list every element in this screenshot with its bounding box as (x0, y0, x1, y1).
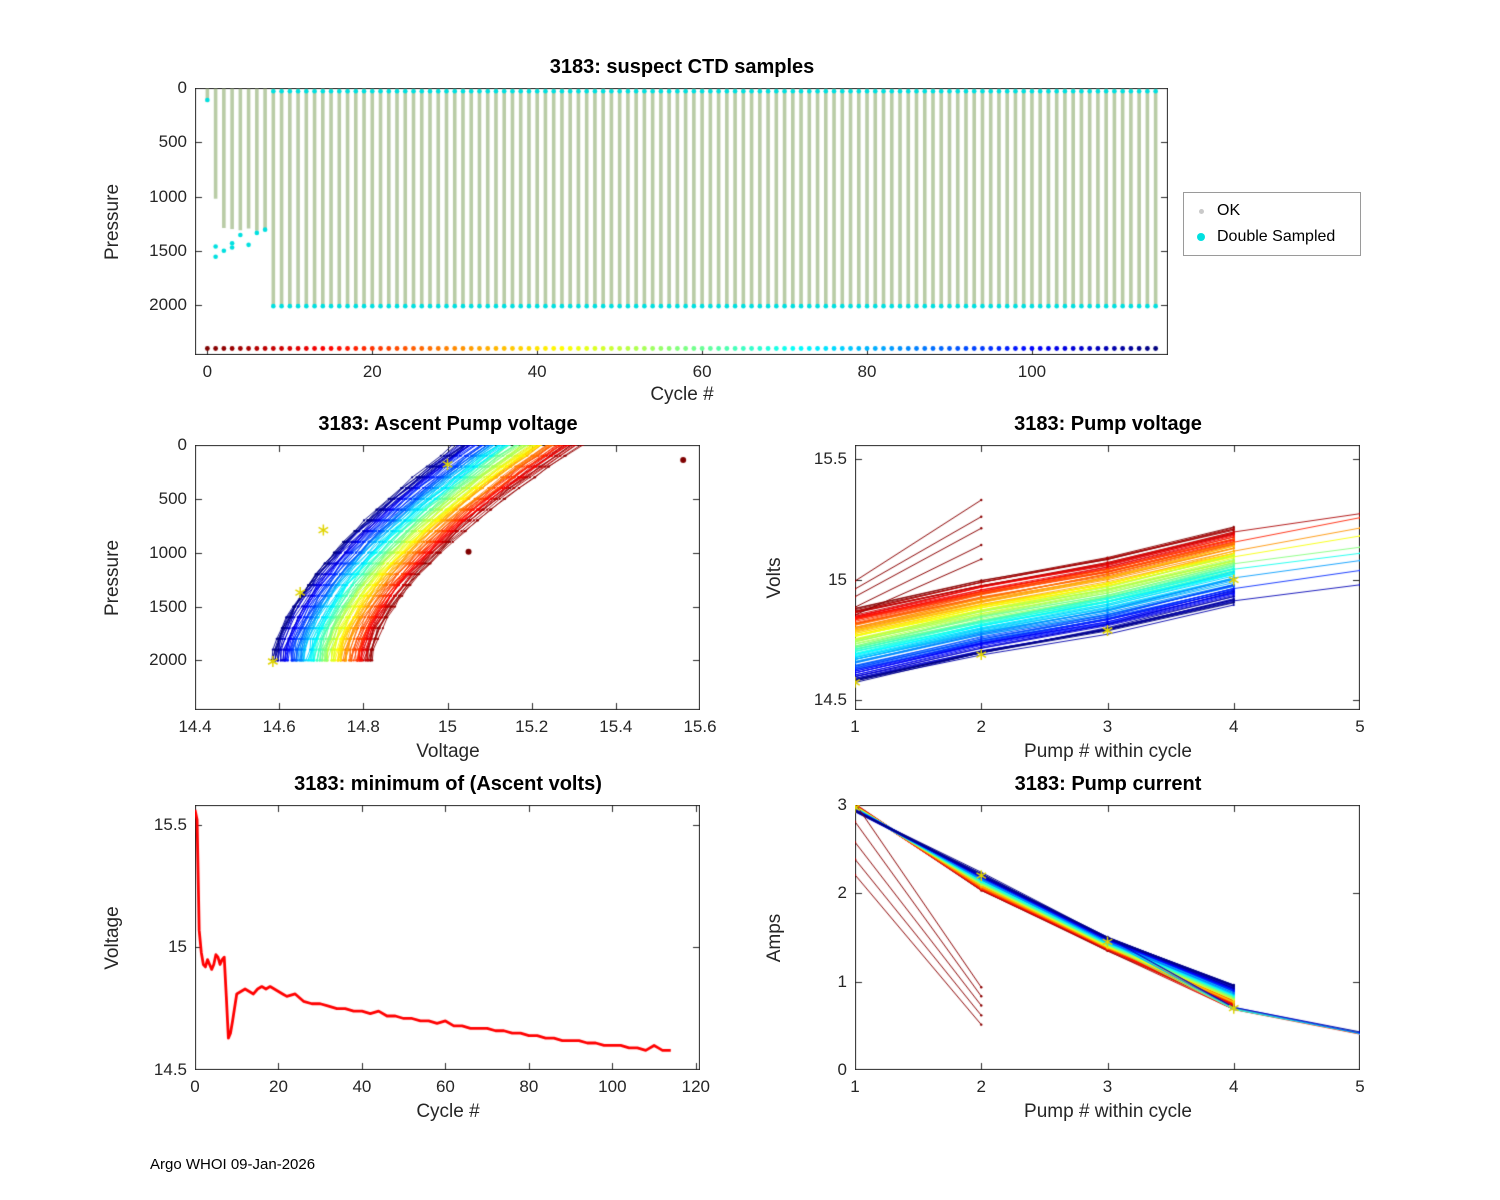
y-tick-label: 15 (828, 569, 847, 589)
pump-voltage-plot-canvas (855, 445, 1360, 710)
pump-voltage-title: 3183: Pump voltage (1014, 413, 1202, 435)
y-tick-label: 0 (837, 1060, 847, 1079)
pump-voltage-xlabel: Pump # within cycle (1024, 741, 1192, 762)
legend: OK Double Sampled (1183, 192, 1361, 256)
x-tick-label: 14.8 (346, 717, 380, 736)
y-tick-label: 500 (158, 132, 187, 152)
x-tick-label: 5 (1355, 717, 1365, 736)
ctd-samples-plot-canvas (195, 88, 1168, 355)
legend-item-ok: OK (1194, 202, 1350, 220)
x-tick-label: 60 (435, 1077, 455, 1096)
x-tick-label: 1 (850, 1077, 860, 1096)
x-tick-label: 2 (976, 1077, 986, 1096)
pump-current-title: 3183: Pump current (1014, 773, 1202, 795)
legend-ok-swatch (1194, 208, 1208, 214)
x-tick-label: 120 (681, 1077, 710, 1096)
y-tick-label: 1000 (149, 542, 187, 562)
x-tick-label: 80 (857, 362, 877, 381)
figure-footer: Argo WHOI 09-Jan-2026 (150, 1156, 316, 1173)
y-tick-label: 0 (177, 435, 187, 454)
ctd-samples-title: 3183: suspect CTD samples (549, 56, 815, 78)
y-tick-label: 3 (837, 795, 847, 814)
x-tick-label: 3 (1102, 717, 1113, 736)
ok-marker-icon (1198, 208, 1204, 214)
x-tick-label: 20 (269, 1077, 288, 1096)
y-tick-label: 15.5 (153, 814, 187, 834)
y-tick-label: 1000 (149, 186, 187, 206)
x-tick-label: 100 (598, 1077, 627, 1096)
pump-current-xlabel: Pump # within cycle (1024, 1101, 1192, 1122)
x-tick-label: 4 (1229, 717, 1239, 736)
x-tick-label: 40 (352, 1077, 372, 1096)
ascent-pump-voltage-title: 3183: Ascent Pump voltage (318, 413, 578, 435)
min-ascent-volts-title: 3183: minimum of (Ascent volts) (294, 773, 602, 795)
x-tick-label: 15 (438, 717, 457, 736)
y-tick-label: 1500 (149, 240, 187, 260)
x-tick-label: 20 (362, 362, 382, 381)
y-tick-label: 2000 (149, 295, 187, 315)
x-tick-label: 15.6 (683, 717, 717, 736)
x-tick-label: 80 (519, 1077, 539, 1096)
legend-ok-label: OK (1217, 202, 1241, 219)
x-tick-label: 100 (1017, 362, 1047, 381)
y-tick-label: 0 (177, 78, 187, 97)
pump-current-ylabel: Amps (764, 913, 785, 963)
x-tick-label: 14.4 (178, 717, 212, 736)
y-tick-label: 2000 (149, 650, 187, 670)
pump-current-plot-canvas (855, 805, 1360, 1070)
y-tick-label: 500 (158, 488, 187, 508)
x-tick-label: 4 (1229, 1077, 1239, 1096)
min-ascent-volts-plot-canvas (195, 805, 700, 1070)
x-tick-label: 15.4 (599, 717, 633, 736)
x-tick-label: 3 (1102, 1077, 1113, 1096)
y-tick-label: 15.5 (813, 449, 847, 469)
y-tick-label: 2 (837, 883, 847, 903)
x-tick-label: 5 (1355, 1077, 1365, 1096)
y-tick-label: 1 (837, 971, 847, 991)
min-ascent-volts-xlabel: Cycle # (416, 1101, 480, 1122)
double-sampled-marker-icon (1197, 233, 1205, 241)
x-tick-label: 1 (850, 717, 860, 736)
y-tick-label: 14.5 (153, 1060, 187, 1079)
ascent-pump-voltage-xlabel: Voltage (416, 741, 480, 762)
y-tick-label: 14.5 (813, 690, 847, 710)
legend-double-label: Double Sampled (1217, 228, 1336, 245)
ctd-samples-xlabel: Cycle # (650, 384, 714, 405)
y-tick-label: 1500 (149, 596, 187, 616)
x-tick-label: 14.6 (262, 717, 296, 736)
x-tick-label: 40 (527, 362, 547, 381)
legend-double-swatch (1194, 233, 1208, 241)
x-tick-label: 60 (692, 362, 712, 381)
ascent-pump-voltage-plot-canvas (195, 445, 700, 710)
y-tick-label: 15 (168, 937, 187, 957)
x-tick-label: 2 (976, 717, 986, 736)
x-tick-label: 0 (190, 1077, 200, 1096)
x-tick-label: 15.2 (515, 717, 549, 736)
legend-item-double-sampled: Double Sampled (1194, 228, 1350, 246)
x-tick-label: 0 (202, 362, 213, 381)
